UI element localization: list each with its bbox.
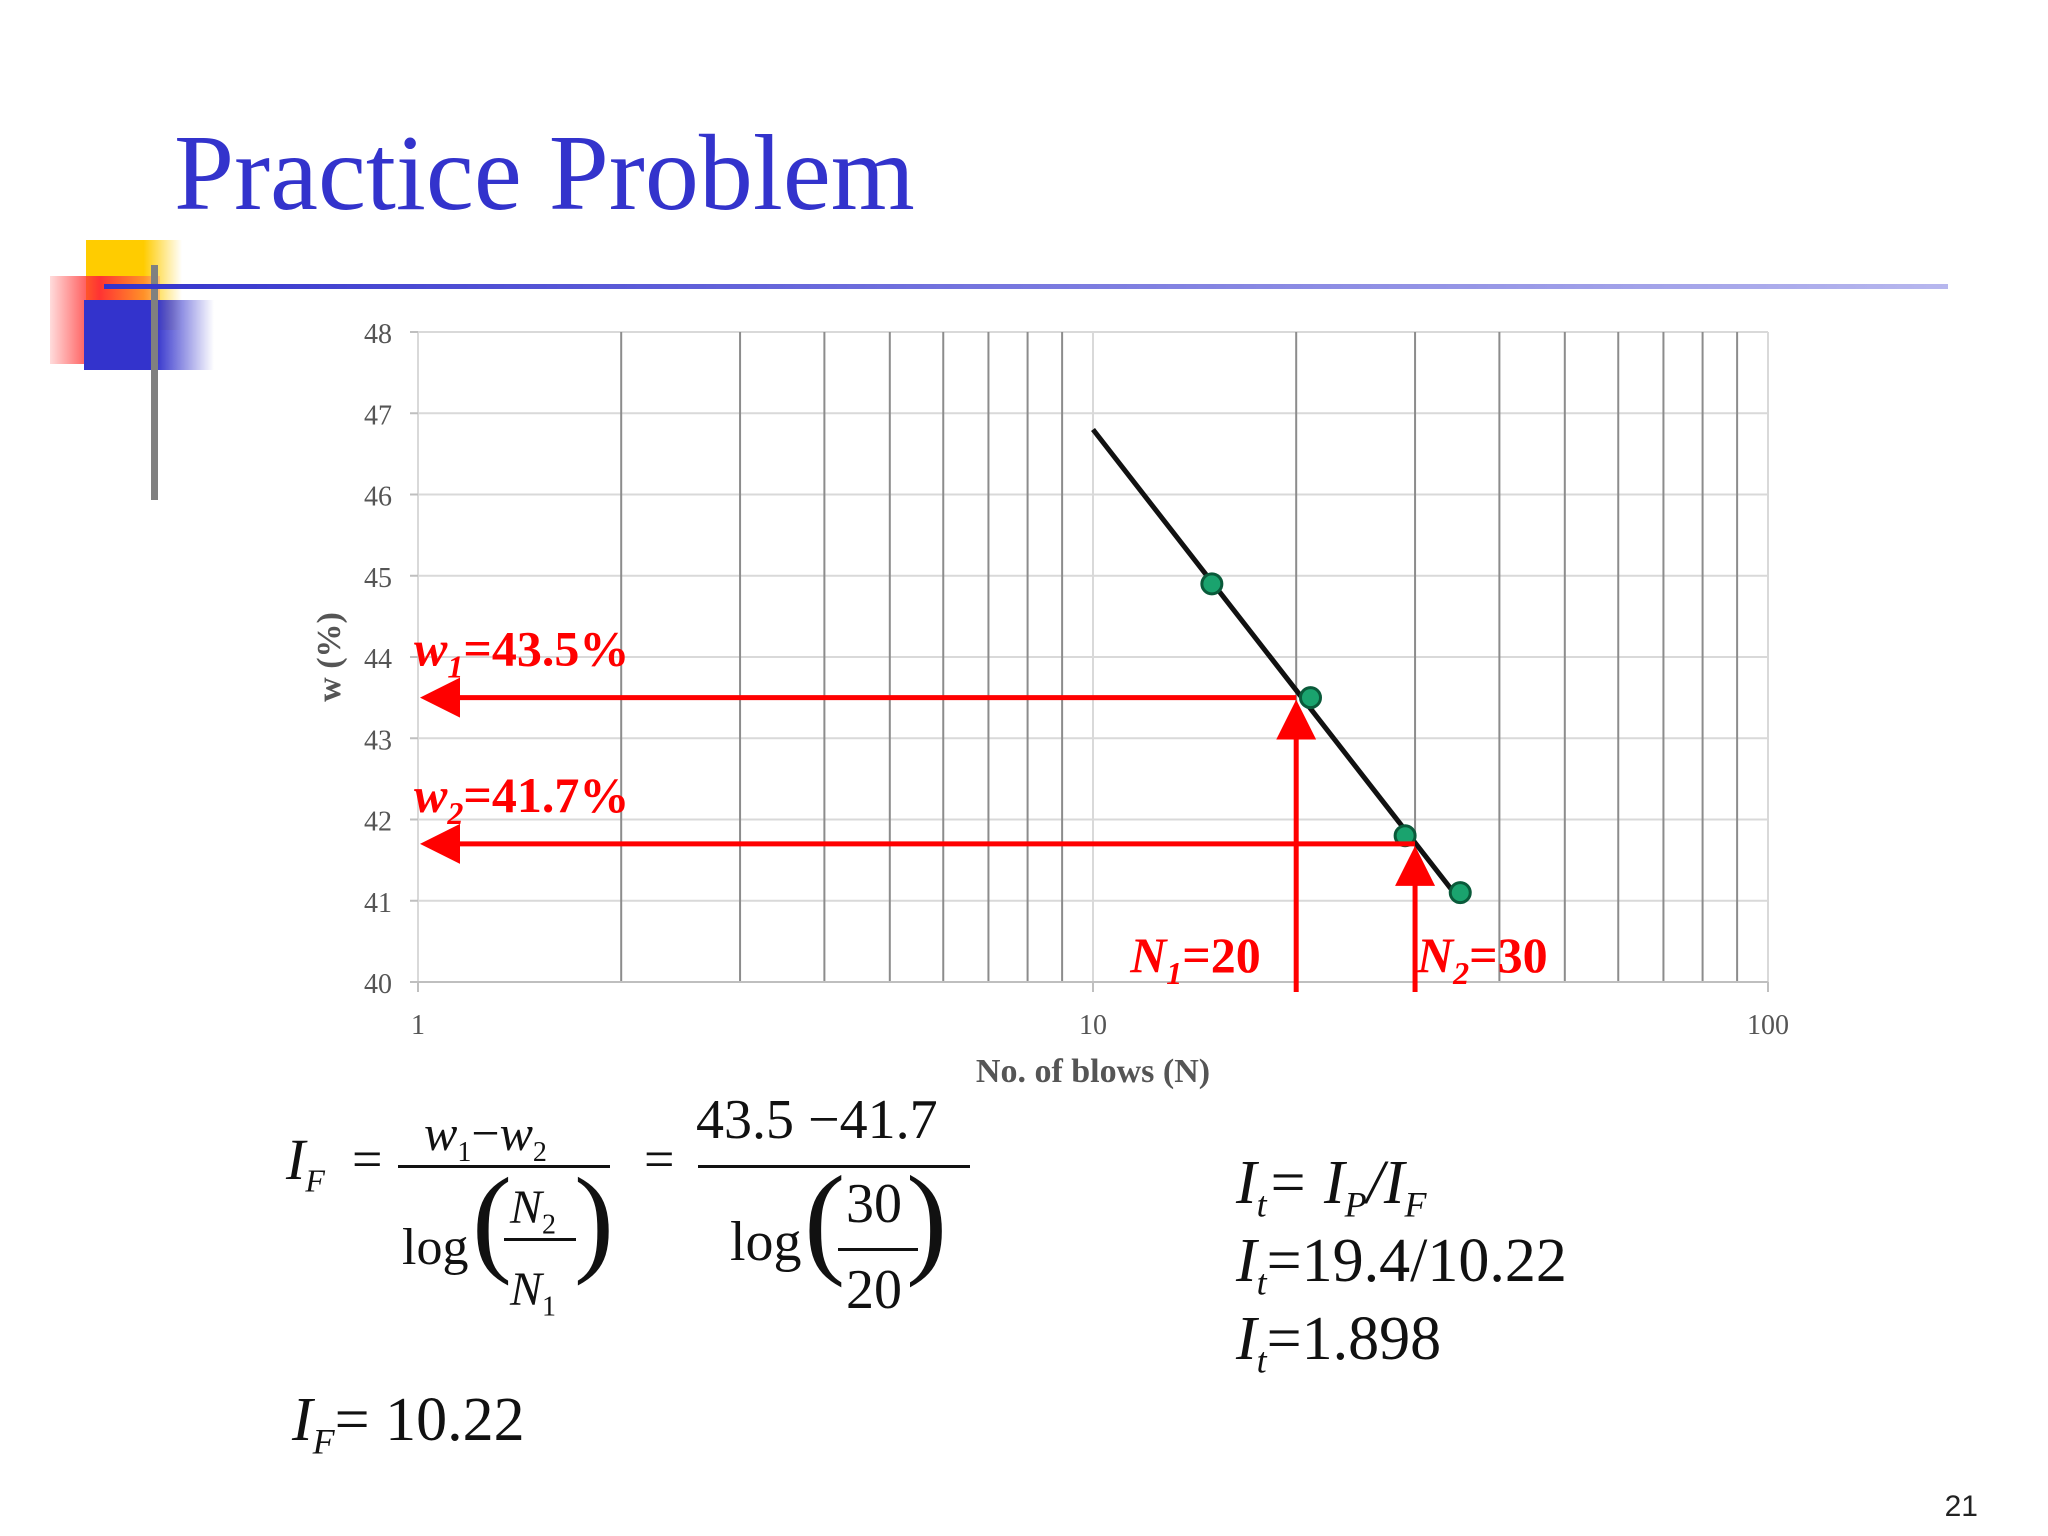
- y-tick-label: 41: [364, 888, 392, 919]
- eq-log-1: log: [402, 1219, 469, 1276]
- eq-frac-20: 20: [846, 1259, 902, 1321]
- y-tick-label: 44: [364, 644, 392, 675]
- eq-equals-2: =: [644, 1129, 675, 1189]
- eq-it3-sub: t: [1256, 1340, 1267, 1381]
- eq-if-sub: F: [305, 1162, 325, 1199]
- eq-fraction-bar-1: [398, 1165, 610, 1168]
- eq-it1-rest: = I: [1266, 1149, 1345, 1217]
- eq-inner-bar-1: [504, 1238, 576, 1241]
- annotations: w1=43.5% w2=41.7% N1=20 N2=30: [414, 621, 1548, 992]
- eq-it-line-3: It=1.898: [1236, 1304, 1441, 1381]
- eq-if-symbol: IF: [286, 1126, 325, 1200]
- annotation-label: w1=43.5%: [414, 621, 629, 685]
- y-tick-label: 48: [364, 319, 392, 350]
- y-tick-label: 47: [364, 400, 392, 431]
- eq-minus: −: [471, 1105, 500, 1161]
- y-tick-label: 46: [364, 482, 392, 513]
- x-tick-label: 1: [411, 1010, 425, 1041]
- y-tick-label: 40: [364, 969, 392, 1000]
- data-point: [1298, 686, 1322, 710]
- eq-w1-sub: 1: [457, 1137, 472, 1168]
- axes: 40 41 42 43 44 45 46 47 48 1 10 100 No. of blows (N)…: [311, 319, 1789, 1090]
- eq-it1-letter: I: [1236, 1149, 1257, 1217]
- eq-w2: w: [499, 1105, 533, 1161]
- eq-if-letter: I: [286, 1127, 306, 1192]
- eq-n2: N2: [510, 1180, 556, 1242]
- eq-if-result-letter: I: [292, 1386, 313, 1454]
- eq-numerator-symbolic: w1−w2: [424, 1104, 547, 1169]
- y-tick-label: 45: [364, 563, 392, 594]
- y-tick-label: 42: [364, 807, 392, 838]
- eq-frac-30: 30: [846, 1173, 902, 1235]
- data-point: [1200, 572, 1224, 596]
- eq-paren-left-1: (: [472, 1153, 512, 1286]
- trend-line: [1091, 427, 1463, 903]
- eq-it-line-2: It=19.4/10.22: [1236, 1226, 1567, 1303]
- eq-w2-sub: 2: [532, 1137, 547, 1168]
- eq-w1: w: [424, 1105, 458, 1161]
- eq-inner-bar-2: [838, 1248, 918, 1251]
- x-axis-title: No. of blows (N): [976, 1053, 1210, 1090]
- eq-it1-f: F: [1404, 1184, 1427, 1225]
- page-number: 21: [1944, 1490, 1978, 1523]
- eq-if-result-sub: F: [312, 1421, 335, 1462]
- eq-n1-letter: N: [510, 1263, 543, 1316]
- annotation-label: N2=30: [1416, 927, 1548, 991]
- decor-blue-square: [84, 300, 214, 370]
- eq-if-result-value: 10.22: [385, 1386, 525, 1454]
- page-title: Practice Problem: [174, 114, 915, 233]
- eq-paren-left-2: (: [804, 1151, 846, 1288]
- eq-it1-sub: t: [1256, 1184, 1267, 1225]
- eq-it2-sub: t: [1256, 1262, 1267, 1303]
- eq-it3-rest: =1.898: [1266, 1305, 1442, 1373]
- eq-if-result-eq: =: [334, 1386, 370, 1454]
- y-axis-title: w (%): [311, 612, 348, 702]
- decor-vertical-bar: [151, 265, 158, 500]
- annotation-label: w2=41.7%: [414, 767, 629, 831]
- eq-n1-sub: 1: [542, 1291, 557, 1323]
- eq-equals-1: =: [352, 1129, 383, 1189]
- eq-it2-rest: =19.4/10.22: [1266, 1227, 1567, 1295]
- eq-n1: N1: [510, 1262, 556, 1324]
- x-tick-label: 10: [1079, 1010, 1107, 1041]
- eq-n2-letter: N: [510, 1181, 543, 1234]
- eq-paren-right-2: ): [906, 1151, 948, 1288]
- eq-it3-letter: I: [1236, 1305, 1257, 1373]
- eq-fraction-bar-2: [698, 1165, 970, 1168]
- annotation-label: N1=20: [1129, 927, 1261, 991]
- eq-numerator-values: 43.5 −41.7: [696, 1089, 938, 1151]
- title-underline: [104, 284, 1948, 289]
- eq-log-2: log: [730, 1211, 802, 1273]
- eq-it2-letter: I: [1236, 1227, 1257, 1295]
- y-tick-label: 43: [364, 725, 392, 756]
- data-series: [1091, 427, 1472, 905]
- data-point: [1448, 881, 1472, 905]
- eq-if-result: IF= 10.22: [292, 1385, 525, 1462]
- x-tick-label: 100: [1747, 1010, 1789, 1041]
- eq-it-line-1: It= IP/IF: [1236, 1148, 1427, 1225]
- eq-it1-p: P: [1344, 1184, 1367, 1225]
- eq-paren-right-1: ): [574, 1153, 614, 1286]
- eq-n2-sub: 2: [542, 1209, 557, 1241]
- eq-it1-slash: /I: [1366, 1149, 1405, 1217]
